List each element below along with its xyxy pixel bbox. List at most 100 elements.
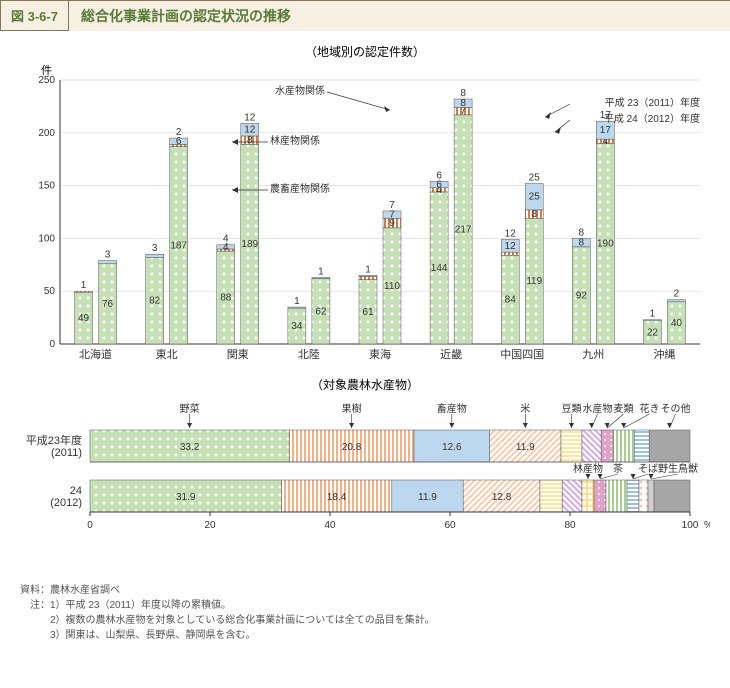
svg-text:82: 82 [149,296,161,307]
svg-text:平成 23（2011）年度: 平成 23（2011）年度 [605,96,700,109]
footer-note-3: 3）関東は、山梨県、長野県、静岡県を含む。 [20,628,710,643]
svg-text:麦類: 麦類 [614,403,634,415]
svg-text:33.2: 33.2 [180,442,200,453]
svg-text:近畿: 近畿 [440,347,462,361]
svg-text:12: 12 [244,125,256,136]
svg-text:144: 144 [431,263,448,274]
svg-text:12: 12 [244,112,256,123]
svg-text:1: 1 [650,309,656,320]
svg-text:0: 0 [49,339,55,350]
svg-text:%: % [704,520,710,531]
svg-text:8: 8 [247,135,253,146]
svg-text:野菜: 野菜 [180,403,200,415]
svg-text:農畜産物関係: 農畜産物関係 [270,182,330,195]
svg-text:12: 12 [505,228,517,239]
figure-number: 図 3-6-7 [0,1,69,31]
svg-text:(2012): (2012) [50,497,82,509]
svg-text:92: 92 [576,290,588,301]
svg-text:林産物関係: 林産物関係 [270,134,320,147]
svg-text:沖縄: 沖縄 [653,347,675,361]
figure-title: 総合化事業計画の認定状況の推移 [69,1,303,31]
svg-text:189: 189 [241,239,258,250]
svg-text:6: 6 [436,170,442,181]
svg-text:中国四国: 中国四国 [500,348,544,361]
svg-text:北陸: 北陸 [298,348,320,361]
svg-text:100: 100 [38,233,55,244]
svg-text:平成 24（2012）年度: 平成 24（2012）年度 [604,112,700,125]
svg-text:8: 8 [531,209,537,220]
footer-note-1: 注：1）平成 23（2011）年度以降の累積値。 [20,598,710,613]
svg-text:24: 24 [70,485,82,497]
svg-text:119: 119 [526,276,542,287]
svg-text:3: 3 [105,250,111,261]
svg-text:4: 4 [223,234,229,245]
chart-container: （地域別の認定件数） 件050100150200250491763北海道8231… [0,31,730,579]
svg-text:150: 150 [38,181,55,192]
bottom-chart-subtitle: （対象農林水産物） [20,376,710,393]
figure-header: 図 3-6-7 総合化事業計画の認定状況の推移 [0,0,730,31]
svg-text:84: 84 [505,295,517,306]
svg-text:200: 200 [38,128,55,139]
top-chart-subtitle: （地域別の認定件数） [20,43,710,60]
svg-text:豆類: 豆類 [562,403,582,415]
svg-text:平成23年度: 平成23年度 [26,433,82,447]
svg-text:そば: そば [638,463,658,475]
svg-text:20: 20 [204,520,216,531]
svg-text:187: 187 [170,240,187,251]
svg-text:190: 190 [597,239,614,250]
top-bar-chart: 件050100150200250491763北海道82318762東北88441… [20,62,710,372]
svg-text:60: 60 [444,520,456,531]
svg-text:22: 22 [647,327,659,338]
svg-text:花き: 花き [640,402,660,415]
svg-text:茶: 茶 [613,462,623,475]
svg-text:水産物: 水産物 [583,402,613,415]
svg-text:3: 3 [152,243,158,254]
bottom-stacked-bar-chart: 0 20 40 60 80 100% 平成23年度(2011) 33.2 20.8 12.6 11.… [20,395,710,575]
footer-notes: 資料：農林水産省調べ 注：1）平成 23（2011）年度以降の累積値。 2）複数… [0,579,730,653]
svg-text:果樹: 果樹 [342,402,362,415]
svg-text:(2011): (2011) [51,447,82,459]
svg-text:水産物関係: 水産物関係 [275,84,325,97]
svg-text:80: 80 [564,520,576,531]
svg-text:2: 2 [176,127,182,138]
svg-text:17: 17 [600,125,612,136]
svg-text:1: 1 [81,280,87,291]
svg-text:250: 250 [38,75,55,86]
svg-text:0: 0 [87,520,93,531]
svg-text:1: 1 [365,264,371,275]
footer-source: 資料：農林水産省調べ [20,583,710,598]
svg-text:1: 1 [294,296,300,307]
svg-text:九州: 九州 [582,348,604,361]
svg-text:7: 7 [389,210,395,221]
svg-text:野生鳥獣: 野生鳥獣 [658,462,698,475]
svg-text:1: 1 [318,266,324,277]
svg-text:12.6: 12.6 [442,442,462,453]
svg-text:畜産物: 畜産物 [437,402,467,415]
svg-text:8: 8 [460,98,466,109]
svg-text:林産物: 林産物 [573,462,603,475]
svg-text:34: 34 [291,321,303,332]
svg-text:62: 62 [315,306,327,317]
svg-text:100: 100 [682,520,699,531]
svg-text:8: 8 [579,238,585,249]
svg-text:7: 7 [389,200,395,211]
svg-text:61: 61 [362,307,374,318]
svg-text:その他: その他 [661,402,691,415]
svg-text:12: 12 [505,241,517,252]
svg-text:20.8: 20.8 [342,442,362,453]
svg-text:40: 40 [671,318,683,329]
svg-text:11.9: 11.9 [516,442,535,453]
svg-text:25: 25 [529,172,541,183]
svg-text:88: 88 [220,293,232,304]
svg-text:2: 2 [674,289,680,300]
svg-text:217: 217 [455,224,472,235]
svg-text:関東: 関東 [227,348,249,361]
svg-text:北海道: 北海道 [79,347,112,361]
svg-text:8: 8 [460,88,466,99]
svg-text:110: 110 [384,281,400,292]
svg-text:49: 49 [78,313,90,324]
svg-text:米: 米 [520,402,530,415]
svg-text:東北: 東北 [156,348,178,361]
svg-text:40: 40 [324,520,336,531]
footer-note-2: 2）複数の農林水産物を対象としている総合化事業計画については全ての品目を集計。 [20,613,710,628]
